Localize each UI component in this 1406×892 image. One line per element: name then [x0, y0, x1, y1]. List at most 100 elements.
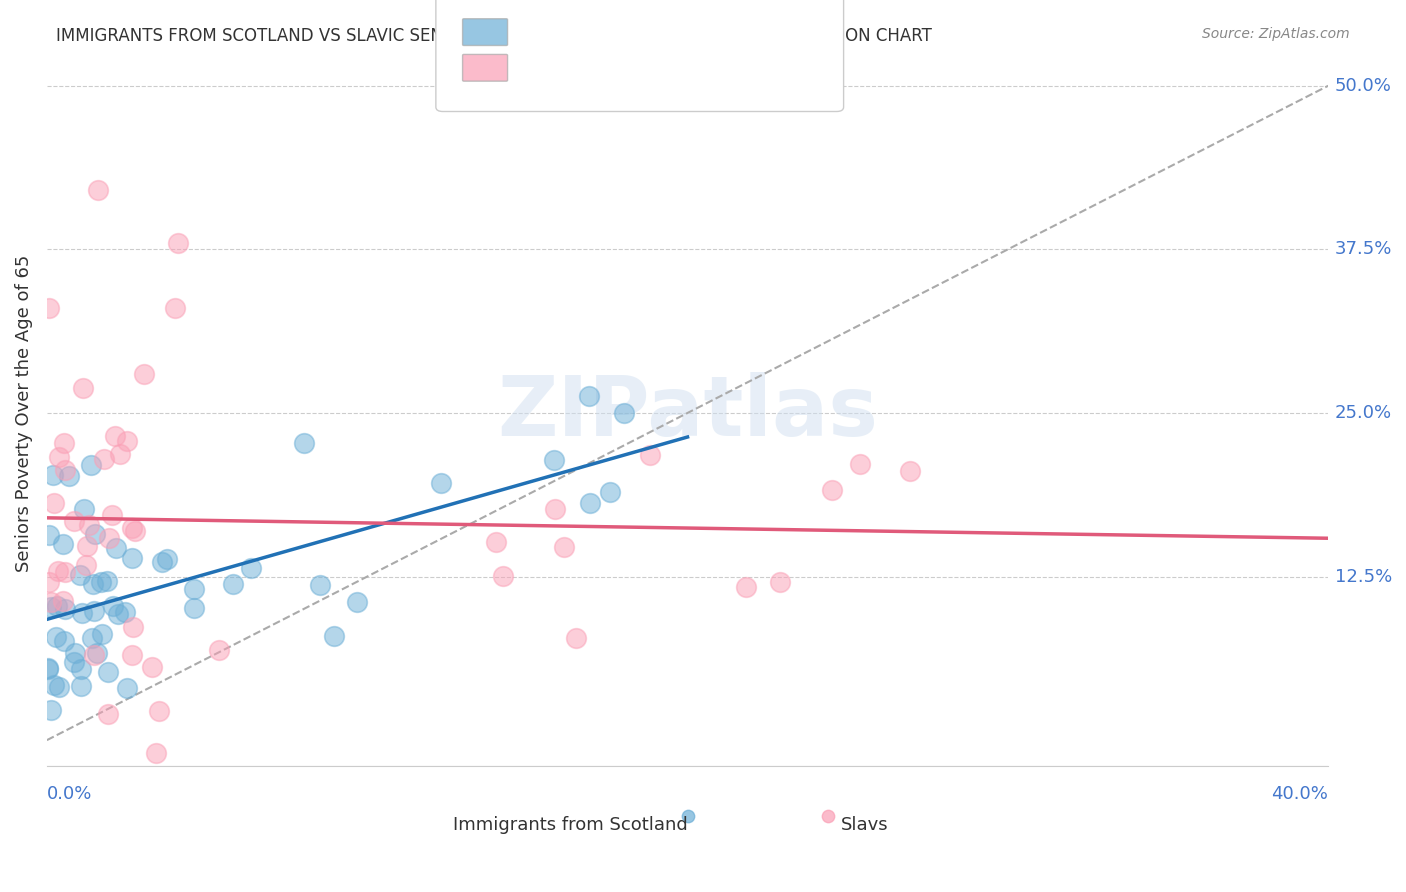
- Point: [37, 662, 59, 676]
- Point: [599, 484, 621, 499]
- Point: [53, 463, 76, 477]
- Point: [323, 629, 346, 643]
- Text: R = 0.375   N = 53: R = 0.375 N = 53: [517, 22, 717, 42]
- Point: [76, 540, 98, 554]
- Point: [82, 631, 104, 645]
- Text: R = 0.147   N = 46: R = 0.147 N = 46: [517, 58, 717, 78]
- Point: [240, 561, 263, 575]
- Point: [97, 665, 120, 679]
- Point: [578, 388, 600, 402]
- Point: [768, 574, 790, 589]
- Point: [97, 531, 120, 545]
- Point: [63, 646, 86, 660]
- Point: [91, 626, 114, 640]
- Point: [41, 600, 63, 615]
- Point: [63, 514, 86, 528]
- Text: 37.5%: 37.5%: [1334, 240, 1392, 259]
- Point: [101, 508, 124, 522]
- Point: [58, 468, 80, 483]
- Text: IMMIGRANTS FROM SCOTLAND VS SLAVIC SENIORS POVERTY OVER THE AGE OF 65 CORRELATIO: IMMIGRANTS FROM SCOTLAND VS SLAVIC SENIO…: [56, 27, 932, 45]
- Text: 12.5%: 12.5%: [1334, 567, 1392, 585]
- Text: 50.0%: 50.0%: [1334, 77, 1392, 95]
- Point: [163, 301, 186, 316]
- Point: [52, 594, 75, 608]
- Point: [107, 607, 129, 621]
- Point: [309, 578, 332, 592]
- Point: [491, 569, 513, 583]
- Point: [103, 599, 125, 613]
- Point: [41, 703, 63, 717]
- Point: [485, 534, 508, 549]
- Point: [41, 467, 63, 482]
- Point: [104, 541, 127, 556]
- Point: [183, 601, 205, 615]
- Point: [48, 450, 70, 464]
- Point: [543, 452, 565, 467]
- Point: [37, 661, 59, 675]
- Point: [183, 582, 205, 596]
- Point: [38, 527, 60, 541]
- Point: [156, 552, 179, 566]
- Point: [121, 550, 143, 565]
- Text: 40.0%: 40.0%: [1271, 785, 1329, 803]
- Point: [114, 605, 136, 619]
- Point: [544, 502, 567, 516]
- Point: [39, 595, 62, 609]
- Point: [46, 599, 69, 614]
- Point: [121, 521, 143, 535]
- Point: [96, 574, 118, 589]
- Point: [96, 707, 118, 722]
- Point: [150, 555, 173, 569]
- Point: [346, 595, 368, 609]
- Point: [86, 646, 108, 660]
- Point: [38, 301, 60, 316]
- Point: [46, 564, 69, 578]
- Point: [72, 381, 94, 395]
- Point: [124, 524, 146, 539]
- Point: [134, 367, 156, 381]
- Y-axis label: Seniors Poverty Over the Age of 65: Seniors Poverty Over the Age of 65: [15, 254, 32, 572]
- Text: 25.0%: 25.0%: [1334, 404, 1392, 422]
- Point: [87, 184, 110, 198]
- Point: [93, 452, 115, 467]
- Point: [63, 655, 86, 669]
- Point: [613, 406, 636, 420]
- Point: [553, 540, 575, 554]
- Point: [148, 704, 170, 718]
- Point: [579, 496, 602, 510]
- Point: [52, 436, 75, 450]
- Text: 0.0%: 0.0%: [46, 785, 93, 803]
- Point: [430, 476, 453, 491]
- Text: ZIPatlas: ZIPatlas: [498, 373, 877, 453]
- Point: [108, 446, 131, 460]
- Point: [73, 502, 96, 516]
- Point: [821, 483, 844, 497]
- Point: [122, 620, 145, 634]
- Point: [69, 567, 91, 582]
- Point: [104, 429, 127, 443]
- Point: [77, 517, 100, 532]
- Point: [42, 496, 65, 510]
- Point: [52, 536, 75, 550]
- Point: [735, 580, 758, 594]
- Point: [292, 435, 315, 450]
- Text: Immigrants from Scotland: Immigrants from Scotland: [453, 816, 688, 834]
- Point: [53, 633, 76, 648]
- Text: Source: ZipAtlas.com: Source: ZipAtlas.com: [1202, 27, 1350, 41]
- Point: [167, 235, 190, 250]
- Point: [38, 574, 60, 589]
- Point: [53, 565, 76, 579]
- Point: [90, 574, 112, 589]
- Point: [83, 604, 105, 618]
- Point: [117, 681, 139, 695]
- Point: [72, 606, 94, 620]
- Point: [44, 678, 66, 692]
- Point: [45, 630, 67, 644]
- Point: [638, 448, 661, 462]
- Point: [141, 659, 163, 673]
- Point: [80, 458, 103, 472]
- Point: [898, 464, 921, 478]
- Point: [115, 434, 138, 449]
- Text: Slavs: Slavs: [841, 816, 889, 834]
- Point: [70, 679, 93, 693]
